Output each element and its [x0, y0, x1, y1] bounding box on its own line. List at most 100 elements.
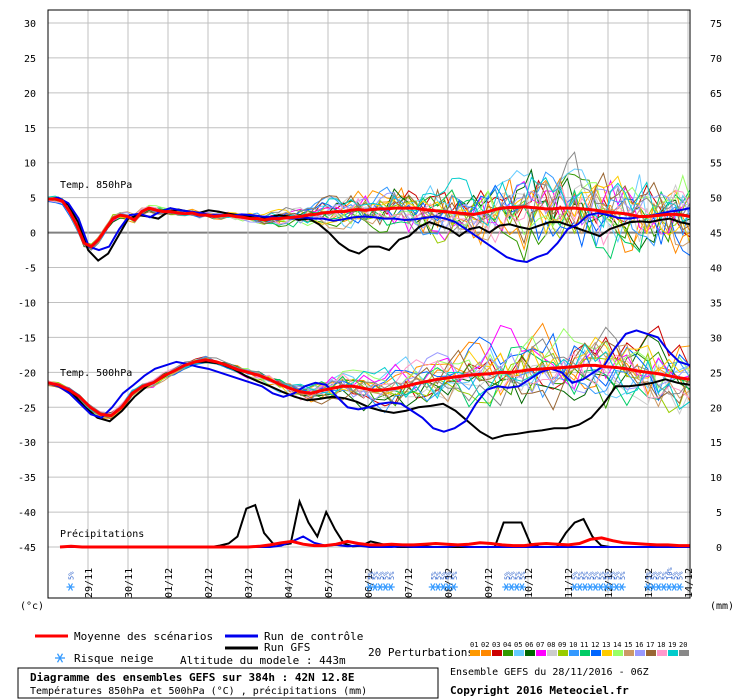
x-date-label: 08/12	[444, 568, 455, 598]
y-right-tick-label: 65	[710, 89, 722, 100]
snow-risk-percent: 5%	[614, 571, 622, 580]
y-right-tick-label: 55	[710, 159, 722, 170]
y-left-tick-label: 30	[24, 19, 36, 30]
series-t500-line	[47, 329, 691, 433]
perturbation-swatch	[569, 650, 579, 656]
y-right-tick-label: 35	[710, 298, 722, 309]
perturbation-swatch	[503, 650, 513, 656]
y-left-tick-label: -10	[18, 298, 36, 309]
snow-risk-percent: 5%	[598, 571, 606, 580]
perturbation-swatch	[580, 650, 590, 656]
snowflake-stroke	[430, 583, 436, 591]
perturbation-id-label: 13	[602, 641, 610, 649]
snowflake-stroke	[587, 583, 593, 591]
perturbation-swatch	[492, 650, 502, 656]
snowflake-stroke	[661, 583, 667, 591]
snowflake-stroke	[613, 583, 620, 591]
series-t500-line	[47, 358, 691, 418]
x-axis-date-labels: 29/11 30/11 01/12 02/12 03/12 04/12 05/12 06/12…	[84, 568, 695, 598]
y-left-tick-label: -15	[18, 333, 36, 344]
snow-risk-percent: 5%	[435, 571, 443, 580]
x-date-label: 13/12	[644, 568, 655, 598]
main-series-lines	[47, 196, 691, 549]
x-date-label: 02/12	[204, 568, 215, 598]
snow-risk-percent: 5%	[677, 571, 685, 580]
footer-title-line2: Températures 850hPa et 500hPa (°C) , pré…	[30, 685, 367, 697]
x-date-label: 04/12	[284, 568, 295, 598]
snow-risk-row: 5% 5%5%5%5%5% 5%5%5%5%5% 5%5%5%5% 5%5%5%5%5%…	[66, 567, 685, 591]
y-axis-left-ticks: 30 25 20 15 10 5 0 -5 -10 -15 -20 -25 -30 -35 -40 -45	[18, 19, 36, 554]
y-left-tick-label: 20	[24, 89, 36, 100]
snowflake-stroke	[440, 583, 446, 591]
x-date-label: 07/12	[404, 568, 415, 598]
perturbation-swatch	[536, 650, 546, 656]
footer-copyright: Copyright 2016 Meteociel.fr	[450, 684, 629, 697]
snowflake-stroke	[582, 583, 588, 591]
footer-ensemble-info: Ensemble GEFS du 28/11/2016 - 06Z	[450, 667, 649, 678]
snow-risk-percent: 5%	[377, 571, 385, 580]
perturbation-swatch	[635, 650, 645, 656]
y-right-tick-label: 40	[710, 264, 722, 275]
t500-panel-label: Temp. 500hPa	[60, 368, 132, 379]
perturbation-id-label: 18	[657, 641, 665, 649]
perturbation-id-label: 14	[613, 641, 621, 649]
snowflake-stroke	[666, 583, 672, 591]
series-t850-line	[47, 196, 691, 263]
legend-perturb-label: 20 Perturbations	[368, 646, 474, 659]
perturbation-swatch	[591, 650, 601, 656]
precip-panel-label: Précipitations	[60, 528, 144, 540]
perturbation-swatch	[558, 650, 568, 656]
y-right-tick-label: 70	[710, 54, 722, 65]
snow-risk-percent: 5%	[656, 571, 664, 580]
perturbation-id-label: 05	[514, 641, 522, 649]
snow-risk-percent: 5%	[608, 571, 616, 580]
perturbation-id-label: 01	[470, 641, 478, 649]
snow-risk-percent: 5%	[587, 571, 595, 580]
y-left-tick-label: -20	[18, 368, 36, 379]
perturbation-id-label: 06	[525, 641, 533, 649]
perturbation-swatch	[668, 650, 678, 656]
snowflake-icon	[617, 583, 626, 591]
x-date-label: 01/12	[164, 568, 175, 598]
perturbation-swatch	[679, 650, 689, 656]
snow-risk-percent: 5%	[577, 571, 585, 580]
x-date-label: 09/12	[484, 568, 495, 598]
snowflake-icon	[675, 583, 684, 591]
series-precip-line	[59, 536, 690, 549]
perturbation-id-label: 16	[635, 641, 643, 649]
snow-risk-percent: 5%	[440, 571, 448, 580]
snowflake-stroke	[445, 583, 452, 591]
snowflake-stroke	[592, 583, 599, 591]
y-left-tick-label: -30	[18, 438, 36, 449]
snow-risk-percent: 5%	[451, 571, 459, 580]
series-t850-line	[48, 197, 691, 249]
y-left-tick-label: -25	[18, 403, 36, 414]
y-left-tick-label: 5	[30, 194, 36, 205]
snowflake-stroke	[598, 583, 604, 591]
perturbation-swatch	[525, 650, 535, 656]
snow-risk-percent: 5%	[446, 571, 454, 580]
snowflake-stroke	[650, 583, 656, 591]
t850-perturbation-line	[47, 181, 691, 247]
perturbation-swatch	[602, 650, 612, 656]
perturbation-swatch	[481, 650, 491, 656]
snow-risk-percent: 5%	[430, 571, 438, 580]
snow-risk-percent: 5%	[582, 571, 590, 580]
y-right-tick-label: 75	[710, 19, 722, 30]
perturbation-id-label: 02	[481, 641, 489, 649]
snowflake-stroke	[67, 583, 74, 591]
snowflake-icon	[386, 583, 395, 591]
snowflake-stroke	[451, 583, 457, 591]
y-right-tick-label: 60	[710, 124, 722, 135]
snow-risk-percent: 5%	[671, 571, 679, 580]
perturbation-id-label: 09	[558, 641, 566, 649]
x-date-label: 11/12	[564, 568, 575, 598]
snow-risk-percent: 5%	[383, 571, 391, 580]
perturbation-id-label: 10	[569, 641, 577, 649]
snowflake-stroke	[519, 583, 525, 591]
y-left-tick-label: 15	[24, 124, 36, 135]
snowflake-stroke	[514, 583, 520, 591]
perturbation-swatch	[470, 650, 480, 656]
y-left-tick-label: -40	[18, 508, 36, 519]
